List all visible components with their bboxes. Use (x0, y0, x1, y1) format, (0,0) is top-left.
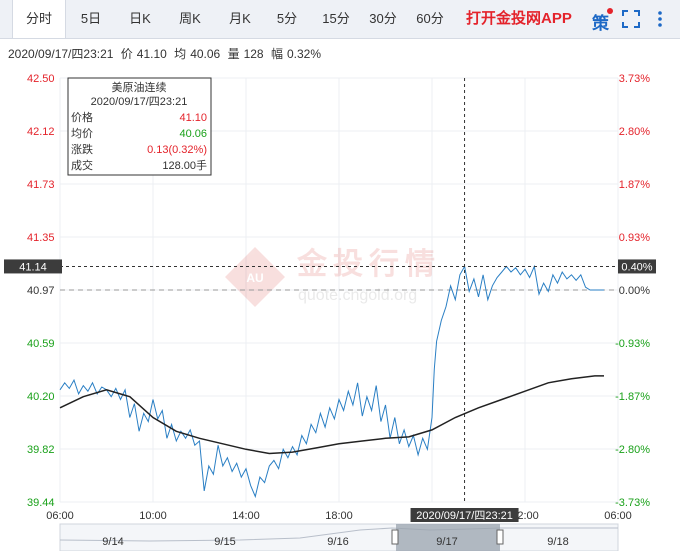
y-tick-label: 41.73 (27, 179, 55, 191)
intraday-chart[interactable]: AU 金投行情 quote.cngold.org 42.50 42.12 41.73 41.… (0, 62, 680, 551)
quote-tooltip: 美原油连续 2020/09/17/四23:21 价格 41.10 均价 40.06 涨跌 0.… (67, 77, 212, 176)
tab-2[interactable]: 日K (129, 11, 151, 26)
x-tick-label: 14:00 (232, 510, 260, 522)
tooltip-row-label: 价格 (71, 110, 93, 124)
navigator-date-label: 9/18 (547, 536, 568, 548)
open-app-link[interactable]: 打开金投网APP (466, 10, 572, 27)
tooltip-datetime: 2020/09/17/四23:21 (91, 96, 188, 108)
pct-tick-label: -3.73% (615, 497, 650, 509)
info-price: 41.10 (136, 47, 167, 61)
tab-3[interactable]: 周K (179, 11, 201, 26)
x-tick-label: 06:00 (46, 510, 74, 522)
tab-5[interactable]: 5分 (276, 11, 298, 26)
tooltip-row-label: 均价 (71, 127, 93, 140)
pct-tick-label: 3.73% (619, 73, 650, 85)
info-avg: 40.06 (190, 47, 221, 61)
tooltip-row-value: 41.10 (179, 112, 207, 124)
pct-tick-label: 0.93% (619, 232, 650, 244)
tab-7[interactable]: 30分 (369, 11, 397, 26)
y-tick-label: 40.20 (27, 391, 55, 403)
watermark-url: quote.cngold.org (298, 287, 417, 304)
watermark-logo-text: AU (246, 271, 263, 285)
pct-tick-label: -0.93% (615, 338, 650, 350)
date-navigator: 9/14 9/15 9/16 9/17 9/18 (59, 523, 619, 551)
tooltip-row-value: 0.13(0.32%) (147, 144, 207, 156)
period-tab-bar: 分时 5日 日K 周K 月K 5分 15分 30分 60分 (0, 0, 680, 39)
y-tick-label: 40.97 (27, 285, 55, 297)
navigator-handle-right[interactable] (496, 529, 504, 545)
watermark: AU 金投行情 quote.cngold.org (225, 247, 441, 307)
info-amp: 0.32% (286, 47, 321, 61)
pct-tick-label: -1.87% (615, 391, 650, 403)
pct-tick-label: 1.87% (619, 179, 650, 191)
info-amp-label: 幅 (270, 47, 283, 61)
fullscreen-icon[interactable] (622, 10, 640, 28)
y-tick-label: 42.12 (27, 126, 55, 138)
info-avg-label: 均 (174, 47, 187, 61)
y-tick-label: 39.82 (27, 444, 55, 456)
pct-tick-label: 2.80% (619, 126, 650, 138)
pct-tick-label: -2.80% (615, 444, 650, 456)
info-vol-label: 量 (227, 47, 240, 61)
tab-4[interactable]: 月K (229, 11, 251, 26)
crosshair-time-label: 2020/09/17/四23:21 (416, 510, 513, 522)
navigator-date-label: 9/17 (436, 536, 457, 548)
info-price-label: 价 (120, 47, 133, 61)
notification-dot (607, 8, 613, 14)
y-tick-label: 42.50 (27, 73, 55, 85)
crosshair-price-label: 41.14 (19, 261, 47, 273)
watermark-name: 金投行情 (296, 247, 441, 281)
tooltip-frame (67, 77, 212, 176)
strategy-button[interactable]: 策 (592, 14, 609, 33)
tab-6[interactable]: 15分 (322, 11, 350, 26)
crosshair-price-box (4, 259, 62, 274)
y-tick-label: 40.59 (27, 338, 55, 350)
crosshair-time-box (410, 508, 519, 522)
crosshair-pct-box (618, 259, 656, 274)
y-tick-label: 41.35 (27, 232, 55, 244)
quote-info-bar: 2020/09/17/四23:21 价 41.10 均 40.06 量 128 幅 0.… (8, 45, 325, 62)
tab-1[interactable]: 5日 (80, 11, 102, 26)
pct-tick-label: 0.00% (619, 285, 650, 297)
tooltip-row-label: 涨跌 (71, 142, 93, 156)
info-datetime: 2020/09/17/四23:21 (8, 47, 114, 61)
avg-price-line (59, 375, 604, 455)
x-tick-label: 18:00 (325, 510, 353, 522)
price-line (59, 264, 604, 499)
navigator-window (396, 524, 500, 551)
navigator-date-label: 9/14 (102, 536, 123, 548)
tooltip-row-value: 128.00手 (162, 158, 207, 172)
navigator-date-label: 9/15 (214, 536, 235, 548)
tab-0[interactable]: 分时 (12, 0, 66, 38)
navigator-handle-left[interactable] (391, 529, 399, 545)
watermark-logo (225, 247, 285, 307)
x-tick-label: 06:00 (604, 510, 632, 522)
crosshair-pct-label: 0.40% (621, 261, 652, 273)
navigator-date-label: 9/16 (327, 536, 348, 548)
tab-8[interactable]: 60分 (416, 11, 444, 26)
y-tick-label: 39.44 (27, 497, 55, 509)
more-menu-icon[interactable] (651, 10, 669, 28)
info-vol: 128 (243, 47, 264, 61)
x-tick-label: 10:00 (139, 510, 167, 522)
tooltip-name: 美原油连续 (112, 80, 167, 94)
tooltip-row-label: 成交 (71, 158, 93, 172)
tooltip-row-value: 40.06 (179, 128, 207, 140)
